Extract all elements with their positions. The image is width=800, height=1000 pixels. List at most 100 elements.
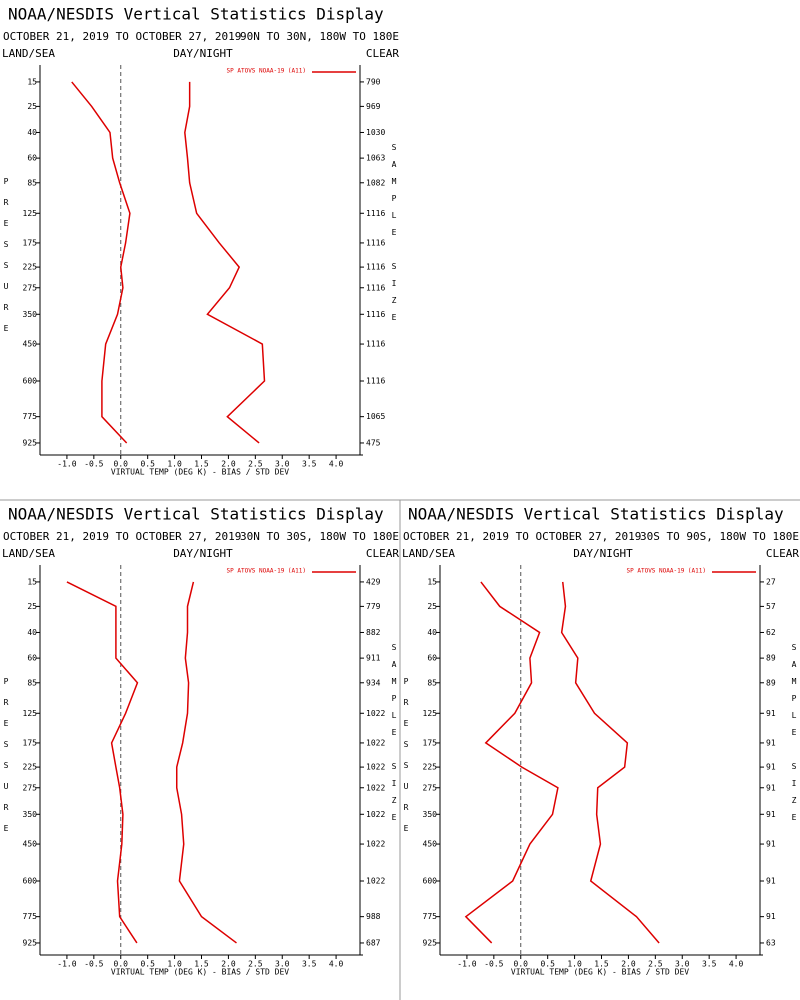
region: 30S TO 90S, 180W TO 180E [640, 530, 799, 543]
x-axis-label: VIRTUAL TEMP (DEG K) - BIAS / STD DEV [111, 468, 289, 477]
region: 90N TO 30N, 180W TO 180E [240, 30, 399, 43]
x-tick-label: 0.5 [540, 960, 555, 969]
series-line [175, 581, 237, 944]
x-axis-label: VIRTUAL TEMP (DEG K) - BIAS / STD DEV [111, 968, 289, 977]
sample-size-label: 89 [766, 654, 776, 663]
panel-title: NOAA/NESDIS Vertical Statistics Display [8, 505, 384, 524]
left-header: LAND/SEA [402, 547, 455, 560]
x-tick-label: 3.0 [275, 460, 290, 469]
y-tick-label: 15 [27, 77, 37, 86]
y-tick-label: 175 [423, 738, 438, 747]
y-tick-label: 175 [23, 738, 38, 747]
series-line [464, 581, 559, 944]
y-tick-label: 60 [27, 654, 37, 663]
y-tick-label: 85 [427, 678, 437, 687]
y-tick-label: 40 [27, 628, 37, 637]
sample-size-label: 1022 [366, 783, 385, 792]
x-tick-label: 2.0 [621, 960, 636, 969]
y-tick-label: 925 [23, 938, 38, 947]
sample-size-label: 91 [766, 738, 776, 747]
panel-title: NOAA/NESDIS Vertical Statistics Display [8, 5, 384, 24]
x-tick-label: 1.5 [194, 960, 209, 969]
y-tick-label: 600 [423, 876, 438, 885]
sample-size-label: 687 [366, 938, 381, 947]
sample-size-label: 91 [766, 912, 776, 921]
sample-size-label: 62 [766, 628, 776, 637]
x-tick-label: 2.5 [648, 960, 663, 969]
sample-size-label: 779 [366, 602, 381, 611]
x-tick-label: 0.0 [514, 960, 529, 969]
x-tick-label: -1.0 [457, 960, 476, 969]
y-tick-label: 275 [423, 783, 438, 792]
x-tick-label: 0.0 [114, 460, 129, 469]
center-header: DAY/NIGHT [573, 547, 633, 560]
legend-label: SP ATOVS NOAA-19 (A11) [227, 568, 306, 575]
sample-size-label: 1116 [366, 263, 385, 272]
x-tick-label: -0.5 [484, 960, 503, 969]
sample-size-label: 1022 [366, 840, 385, 849]
sample-size-label: 89 [766, 678, 776, 687]
y-tick-label: 15 [27, 577, 37, 586]
y-tick-label: 450 [23, 340, 38, 349]
sample-size-label: 91 [766, 876, 776, 885]
sample-size-label: 1065 [366, 412, 385, 421]
x-tick-label: 3.0 [675, 960, 690, 969]
x-tick-label: 3.5 [302, 960, 317, 969]
series-line [66, 581, 139, 944]
y-tick-label: 450 [23, 840, 38, 849]
x-tick-label: 0.5 [140, 960, 155, 969]
panel-title: NOAA/NESDIS Vertical Statistics Display [408, 505, 784, 524]
date-range: OCTOBER 21, 2019 TO OCTOBER 27, 2019 [403, 530, 641, 543]
y-tick-label: 600 [23, 376, 38, 385]
left-header: LAND/SEA [2, 47, 55, 60]
y-tick-label: 775 [23, 412, 38, 421]
sample-size-label: 1022 [366, 763, 385, 772]
y-tick-label: 925 [423, 938, 438, 947]
sample-size-label: 1116 [366, 310, 385, 319]
center-header: DAY/NIGHT [173, 47, 233, 60]
center-header: DAY/NIGHT [173, 547, 233, 560]
x-tick-label: 0.0 [114, 960, 129, 969]
y-tick-label: 40 [27, 128, 37, 137]
y-tick-label: 175 [23, 238, 38, 247]
x-tick-label: 4.0 [329, 460, 344, 469]
y-tick-label: 350 [423, 810, 438, 819]
x-tick-label: 1.0 [167, 460, 182, 469]
series-line [184, 81, 266, 444]
sample-size-label: 91 [766, 763, 776, 772]
sample-size-label: 1116 [366, 283, 385, 292]
y-tick-label: 450 [423, 840, 438, 849]
sample-size-label: 475 [366, 438, 381, 447]
x-tick-label: 4.0 [329, 960, 344, 969]
sample-size-label: 1116 [366, 209, 385, 218]
sample-size-label: 1022 [366, 738, 385, 747]
y-tick-label: 225 [423, 763, 438, 772]
sample-size-label: 790 [366, 77, 381, 86]
sample-size-label: 911 [366, 654, 381, 663]
x-tick-label: 2.5 [248, 960, 263, 969]
series-line [71, 81, 131, 444]
y-tick-label: 225 [23, 763, 38, 772]
sample-size-label: 63 [766, 938, 776, 947]
sample-size-label: 988 [366, 912, 381, 921]
y-tick-label: 60 [27, 154, 37, 163]
y-tick-label: 125 [423, 709, 438, 718]
y-tick-label: 40 [427, 628, 437, 637]
y-tick-label: 25 [27, 102, 37, 111]
legend-label: SP ATOVS NOAA-19 (A11) [627, 568, 706, 575]
x-tick-label: 2.5 [248, 460, 263, 469]
panel: NOAA/NESDIS Vertical Statistics Display O… [402, 505, 799, 977]
legend-label: SP ATOVS NOAA-19 (A11) [227, 68, 306, 75]
y-tick-label: 225 [23, 263, 38, 272]
x-tick-label: 2.0 [221, 460, 236, 469]
sample-size-label: 1116 [366, 376, 385, 385]
sample-size-label: 1030 [366, 128, 385, 137]
sample-size-label: 1022 [366, 709, 385, 718]
x-tick-label: -1.0 [57, 960, 76, 969]
y-tick-label: 775 [423, 912, 438, 921]
sample-size-label: 934 [366, 678, 381, 687]
x-tick-label: 3.0 [275, 960, 290, 969]
